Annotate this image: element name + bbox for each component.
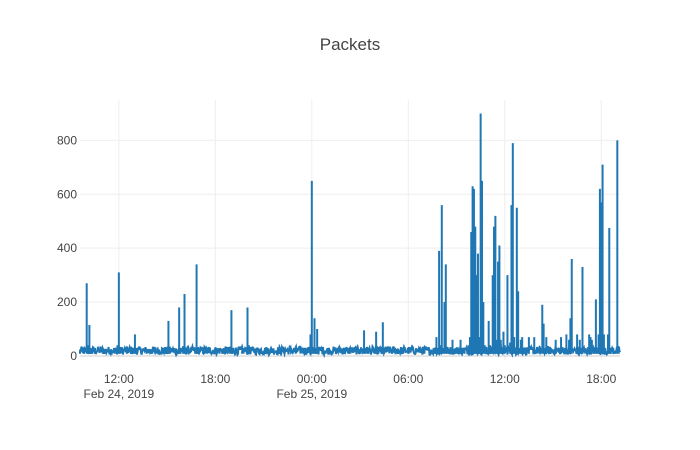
x-tick-label: 18:00 [200, 372, 230, 386]
chart-title: Packets [320, 35, 380, 54]
gridlines [80, 100, 620, 360]
x-tick-label: 06:00 [393, 372, 423, 386]
y-tick-label: 600 [57, 187, 77, 201]
x-tick-label: 12:00 [104, 372, 134, 386]
x-tick-date-label: Feb 24, 2019 [83, 387, 154, 401]
x-tick-label: 00:00 [297, 372, 327, 386]
y-axis: 0 200 400 600 800 [57, 133, 77, 363]
plot-area [79, 113, 621, 359]
x-tick-label: 18:00 [586, 372, 616, 386]
x-tick-label: 12:00 [490, 372, 520, 386]
y-tick-label: 800 [57, 133, 77, 147]
x-tick-date-label: Feb 25, 2019 [276, 387, 347, 401]
y-tick-label: 0 [70, 349, 77, 363]
y-tick-label: 400 [57, 241, 77, 255]
y-tick-label: 200 [57, 295, 77, 309]
